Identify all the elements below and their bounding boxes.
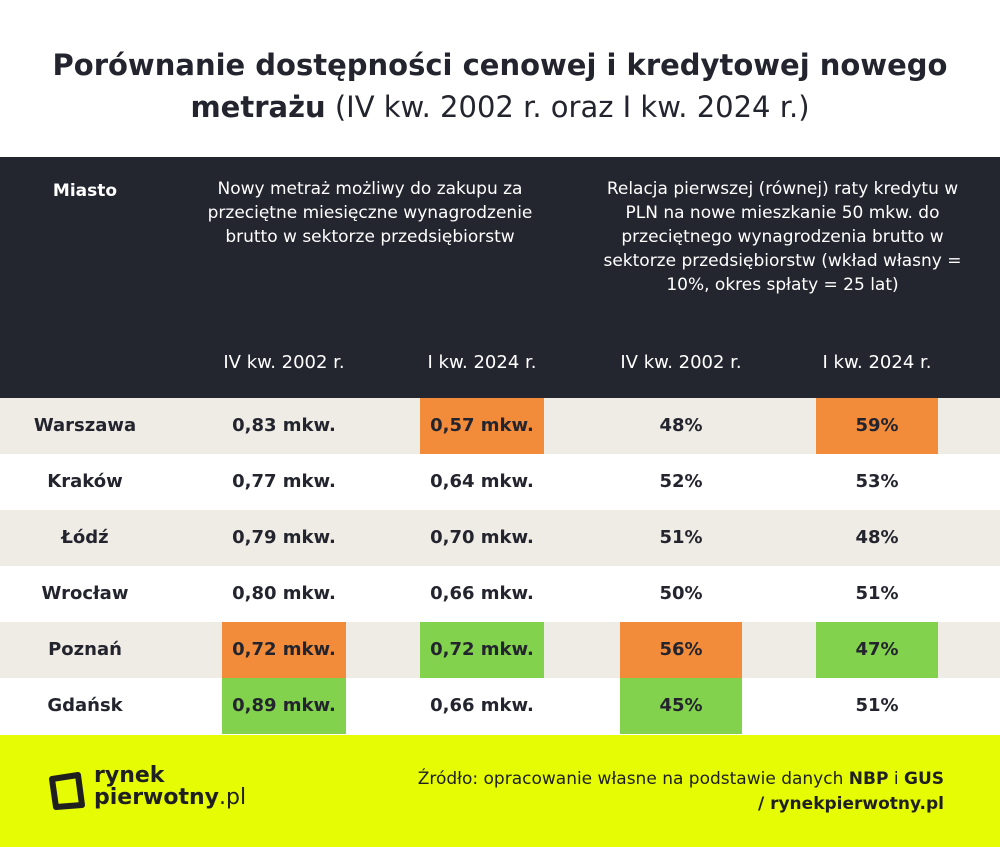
- table-cell: 0,64 mkw.: [430, 471, 534, 492]
- table-cell: 0,80 mkw.: [232, 583, 336, 604]
- cell-highlight: [620, 678, 742, 734]
- table-cell: 0,79 mkw.: [232, 527, 336, 548]
- table-cell: 51%: [659, 527, 703, 548]
- group-header: Nowy metraż możliwy do zakupu za przecię…: [207, 179, 533, 247]
- table-cell: 48%: [659, 415, 703, 436]
- table-row: Warszawa 0,83 mkw. 0,57 mkw. 48% 59%: [0, 398, 1000, 454]
- table-body: Warszawa 0,83 mkw. 0,57 mkw. 48% 59% Kraków 0,…: [0, 398, 1000, 734]
- table-cell: 56%: [659, 639, 703, 660]
- logo-text: .pl: [219, 785, 247, 810]
- city-cell: Poznań: [48, 639, 122, 660]
- cell-highlight: [816, 622, 938, 678]
- cell-highlight: [420, 398, 544, 454]
- source-text: i: [893, 769, 899, 789]
- source-text: Źródło: opracowanie własne na podstawie …: [417, 769, 844, 789]
- table-row: Łódź 0,79 mkw. 0,70 mkw. 51% 48%: [0, 510, 1000, 566]
- group-header: Relacja pierwszej (równej) raty kredytu …: [603, 179, 962, 295]
- table-cell: 0,77 mkw.: [232, 471, 336, 492]
- logo-text: rynek: [94, 763, 165, 788]
- table-cell: 0,66 mkw.: [430, 583, 534, 604]
- title-regular: (IV kw. 2002 r. oraz I kw. 2024 r.): [334, 90, 810, 124]
- source: Źródło: opracowanie własne na podstawie …: [418, 767, 944, 817]
- table-cell: 0,57 mkw.: [430, 415, 534, 436]
- sub-header: I kw. 2024 r.: [427, 352, 537, 373]
- table-cell: 51%: [855, 583, 899, 604]
- table-cell: 53%: [855, 471, 899, 492]
- table-cell: 0,83 mkw.: [232, 415, 336, 436]
- table-cell: 0,70 mkw.: [430, 527, 534, 548]
- city-cell: Wrocław: [41, 583, 129, 604]
- cell-highlight: [222, 678, 346, 734]
- sub-header: IV kw. 2002 r.: [620, 352, 742, 373]
- logo-icon: [49, 772, 85, 810]
- title: Porównanie dostępności cenowej i kredyto…: [20, 44, 980, 128]
- table-cell: 47%: [855, 639, 899, 660]
- source-site: / rynekpierwotny.pl: [757, 794, 944, 814]
- table-cell: 50%: [659, 583, 703, 604]
- table-cell: 45%: [659, 695, 703, 716]
- table-cell: 59%: [855, 415, 899, 436]
- table-row: Poznań 0,72 mkw. 0,72 mkw. 56% 47%: [0, 622, 1000, 678]
- table-cell: 0,66 mkw.: [430, 695, 534, 716]
- city-cell: Warszawa: [33, 415, 137, 436]
- cell-highlight: [420, 622, 544, 678]
- table-row: Gdańsk 0,89 mkw. 0,66 mkw. 45% 51%: [0, 678, 1000, 734]
- city-cell: Kraków: [47, 471, 123, 492]
- cell-highlight: [816, 398, 938, 454]
- city-cell: Gdańsk: [47, 695, 123, 716]
- table-header: Miasto Nowy metraż możliwy do zakupu za …: [0, 157, 1000, 398]
- sub-header: IV kw. 2002 r.: [223, 352, 345, 373]
- table-row: Kraków 0,77 mkw. 0,64 mkw. 52% 53%: [0, 454, 1000, 510]
- table-cell: 0,72 mkw.: [430, 639, 534, 660]
- table-cell: 52%: [659, 471, 703, 492]
- table-cell: 0,89 mkw.: [232, 695, 336, 716]
- source-text: GUS: [903, 769, 944, 789]
- table-cell: 48%: [855, 527, 899, 548]
- title-bold: Porównanie dostępności cenowej i kredyto…: [52, 48, 948, 124]
- cell-highlight: [222, 622, 346, 678]
- table-cell: 0,72 mkw.: [232, 639, 336, 660]
- sub-header: I kw. 2024 r.: [822, 352, 932, 373]
- table-cell: 51%: [855, 695, 899, 716]
- logo-text: pierwotny: [94, 785, 220, 810]
- source-text: NBP: [848, 769, 889, 789]
- footer: rynek pierwotny.pl Źródło: opracowanie w…: [0, 735, 1000, 847]
- city-header: Miasto: [52, 181, 118, 201]
- logo: rynek pierwotny.pl: [94, 765, 246, 809]
- cell-highlight: [620, 622, 742, 678]
- table-row: Wrocław 0,80 mkw. 0,66 mkw. 50% 51%: [0, 566, 1000, 622]
- city-cell: Łódź: [61, 527, 109, 548]
